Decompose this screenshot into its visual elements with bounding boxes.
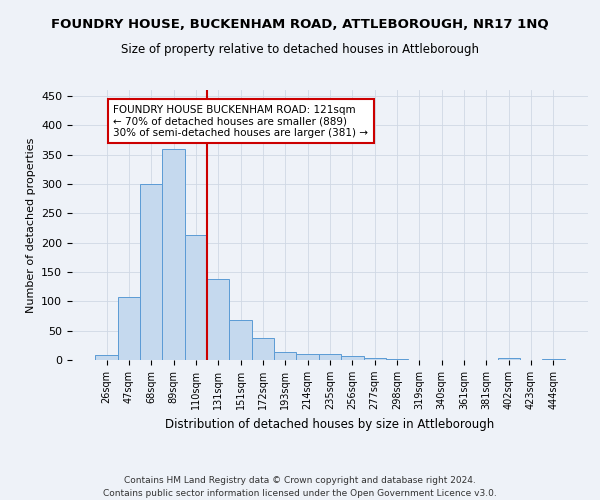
Bar bbox=[386, 359, 408, 360]
Text: Contains HM Land Registry data © Crown copyright and database right 2024.
Contai: Contains HM Land Registry data © Crown c… bbox=[103, 476, 497, 498]
Text: Size of property relative to detached houses in Attleborough: Size of property relative to detached ho… bbox=[121, 42, 479, 56]
Text: FOUNDRY HOUSE BUCKENHAM ROAD: 121sqm
← 70% of detached houses are smaller (889)
: FOUNDRY HOUSE BUCKENHAM ROAD: 121sqm ← 7… bbox=[113, 104, 368, 138]
Bar bbox=[341, 356, 364, 360]
Bar bbox=[140, 184, 163, 360]
Bar bbox=[252, 338, 274, 360]
Bar bbox=[229, 320, 252, 360]
Bar bbox=[207, 279, 229, 360]
Bar bbox=[274, 352, 296, 360]
Bar bbox=[163, 148, 185, 360]
Bar bbox=[364, 358, 386, 360]
Bar bbox=[185, 235, 207, 360]
Text: FOUNDRY HOUSE, BUCKENHAM ROAD, ATTLEBOROUGH, NR17 1NQ: FOUNDRY HOUSE, BUCKENHAM ROAD, ATTLEBORO… bbox=[51, 18, 549, 30]
Bar bbox=[296, 354, 319, 360]
Bar bbox=[95, 356, 118, 360]
Bar bbox=[118, 296, 140, 360]
X-axis label: Distribution of detached houses by size in Attleborough: Distribution of detached houses by size … bbox=[166, 418, 494, 430]
Bar bbox=[497, 358, 520, 360]
Bar bbox=[542, 359, 565, 360]
Bar bbox=[319, 354, 341, 360]
Y-axis label: Number of detached properties: Number of detached properties bbox=[26, 138, 35, 312]
